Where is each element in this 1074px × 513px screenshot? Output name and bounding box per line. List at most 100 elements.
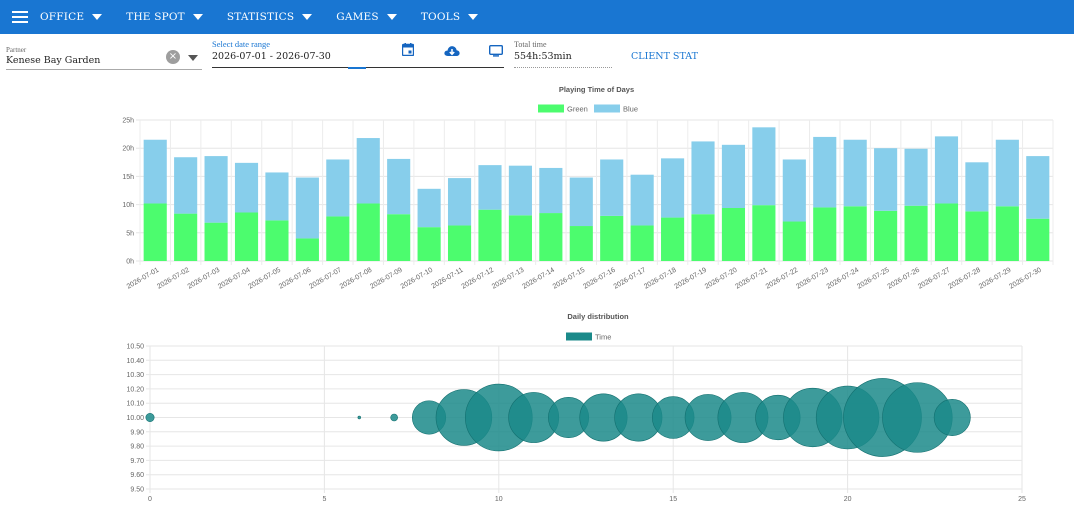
bar-green bbox=[295, 238, 319, 261]
bar-blue bbox=[417, 188, 441, 228]
bar-blue bbox=[204, 156, 228, 223]
partner-label: Partner bbox=[6, 46, 27, 54]
bar-blue bbox=[965, 162, 989, 212]
bar-green bbox=[478, 209, 502, 261]
menu-statistics-label: STATISTICS bbox=[226, 11, 295, 23]
bar-green bbox=[813, 207, 837, 261]
menu-icon[interactable] bbox=[0, 0, 40, 34]
clear-icon[interactable]: × bbox=[166, 50, 180, 64]
x-tick-label: 2026-07-22 bbox=[765, 267, 800, 290]
monitor-icon[interactable] bbox=[488, 44, 504, 62]
x-tick-label: 2026-07-04 bbox=[217, 267, 252, 290]
x-tick-label: 2026-07-13 bbox=[491, 267, 526, 290]
y-tick-label: 9.70 bbox=[130, 458, 144, 465]
bar-blue bbox=[843, 139, 867, 207]
x-tick-label: 2026-07-08 bbox=[339, 267, 374, 290]
bar-blue bbox=[569, 177, 593, 227]
x-tick-label: 2026-07-28 bbox=[947, 267, 982, 290]
cloud-download-icon[interactable] bbox=[444, 44, 460, 62]
y-tick-label: 15h bbox=[122, 174, 134, 181]
total-time-field: Total time 554h:53min bbox=[514, 38, 612, 68]
chevron-down-icon[interactable] bbox=[188, 55, 198, 61]
menu-statistics[interactable]: STATISTICS bbox=[227, 0, 318, 34]
x-tick-label: 2026-07-14 bbox=[521, 267, 556, 290]
partner-select[interactable]: Partner Kenese Bay Garden × bbox=[6, 44, 202, 70]
menu-office[interactable]: OFFICE bbox=[40, 0, 108, 34]
bar-green bbox=[843, 206, 867, 261]
legend-swatch-blue bbox=[594, 104, 620, 113]
x-tick-label: 25 bbox=[1018, 496, 1026, 503]
bar-green bbox=[569, 226, 593, 261]
x-tick-label: 2026-07-17 bbox=[613, 267, 648, 290]
menu-tools-label: TOOLS bbox=[420, 11, 461, 23]
playing-time-chart: Playing Time of Days Green Blue 0h 5h 10h 15h 2… bbox=[122, 85, 1054, 290]
x-tick-label: 2026-07-07 bbox=[308, 267, 343, 290]
y-tick-label: 10.30 bbox=[126, 372, 144, 379]
bar-blue bbox=[174, 157, 198, 214]
filter-toolbar: Partner Kenese Bay Garden × Select date … bbox=[0, 36, 1074, 76]
y-tick-label: 9.60 bbox=[130, 472, 144, 479]
bar-green bbox=[661, 217, 685, 261]
menu-office-label: OFFICE bbox=[40, 11, 85, 23]
date-range-value: 2026-07-01 - 2026-07-30 bbox=[212, 51, 331, 62]
x-tick-label: 2026-07-19 bbox=[674, 267, 709, 290]
menu-tools[interactable]: TOOLS bbox=[421, 0, 484, 34]
legend-swatch-time bbox=[566, 332, 592, 341]
x-tick-label: 2026-07-02 bbox=[156, 267, 191, 290]
client-stat-link[interactable]: CLIENT STAT bbox=[631, 51, 698, 62]
chevron-down-icon bbox=[192, 14, 203, 20]
y-tick-label: 10.50 bbox=[126, 344, 144, 351]
chevron-down-icon bbox=[92, 14, 103, 20]
chevron-down-icon bbox=[468, 14, 479, 20]
bar-blue bbox=[387, 158, 411, 215]
bar-green bbox=[143, 203, 167, 261]
menu-the-spot-label: THE SPOT bbox=[126, 11, 185, 23]
bar-green bbox=[721, 207, 746, 261]
y-tick-label: 9.90 bbox=[130, 429, 144, 436]
calendar-icon[interactable] bbox=[401, 43, 415, 61]
bar-blue bbox=[539, 167, 563, 214]
bubble-point bbox=[357, 415, 361, 420]
bar-green bbox=[752, 205, 776, 261]
bar-green bbox=[691, 214, 715, 261]
bar-green bbox=[234, 212, 259, 261]
x-tick-label: 2026-07-06 bbox=[278, 267, 313, 290]
bar-blue bbox=[995, 139, 1019, 207]
bar-green bbox=[995, 206, 1019, 261]
bar-blue bbox=[508, 165, 532, 216]
bar-green bbox=[265, 220, 289, 261]
bar-blue bbox=[691, 141, 715, 215]
date-range-label: Select date range bbox=[212, 39, 271, 49]
date-range-input[interactable]: Select date range 2026-07-01 - 2026-07-3… bbox=[212, 38, 504, 69]
y-tick-label: 0h bbox=[126, 259, 134, 266]
bar-blue bbox=[143, 139, 167, 204]
menu-games[interactable]: GAMES bbox=[336, 0, 403, 34]
x-tick-label: 2026-07-26 bbox=[887, 267, 922, 290]
menu-the-spot[interactable]: THE SPOT bbox=[126, 0, 209, 34]
x-tick-label: 2026-07-29 bbox=[978, 267, 1013, 290]
bar-blue bbox=[874, 148, 898, 211]
chart-title: Playing Time of Days bbox=[559, 85, 634, 94]
bar-green bbox=[874, 210, 898, 261]
x-tick-label: 2026-07-12 bbox=[460, 267, 495, 290]
x-tick-label: 2026-07-15 bbox=[552, 267, 587, 290]
bar-green bbox=[630, 225, 654, 261]
bar-blue bbox=[1026, 156, 1050, 219]
bubble-point bbox=[390, 413, 398, 422]
bar-green bbox=[387, 214, 411, 261]
bar-green bbox=[447, 225, 472, 261]
bar-blue bbox=[630, 174, 654, 226]
bar-green bbox=[965, 211, 989, 261]
x-tick-label: 2026-07-24 bbox=[826, 267, 861, 290]
bar-green bbox=[934, 203, 959, 261]
x-tick-label: 2026-07-21 bbox=[734, 267, 769, 290]
x-tick-label: 15 bbox=[669, 496, 677, 503]
x-tick-label: 2026-07-09 bbox=[369, 267, 404, 290]
main-menu: OFFICE THE SPOT STATISTICS GAMES TOOLS bbox=[40, 0, 502, 34]
bar-blue bbox=[356, 138, 380, 204]
focus-underline bbox=[348, 67, 366, 69]
y-tick-label: 5h bbox=[126, 230, 134, 237]
chevron-down-icon bbox=[302, 14, 313, 20]
bar-green bbox=[782, 221, 806, 261]
y-tick-label: 9.50 bbox=[130, 487, 144, 494]
